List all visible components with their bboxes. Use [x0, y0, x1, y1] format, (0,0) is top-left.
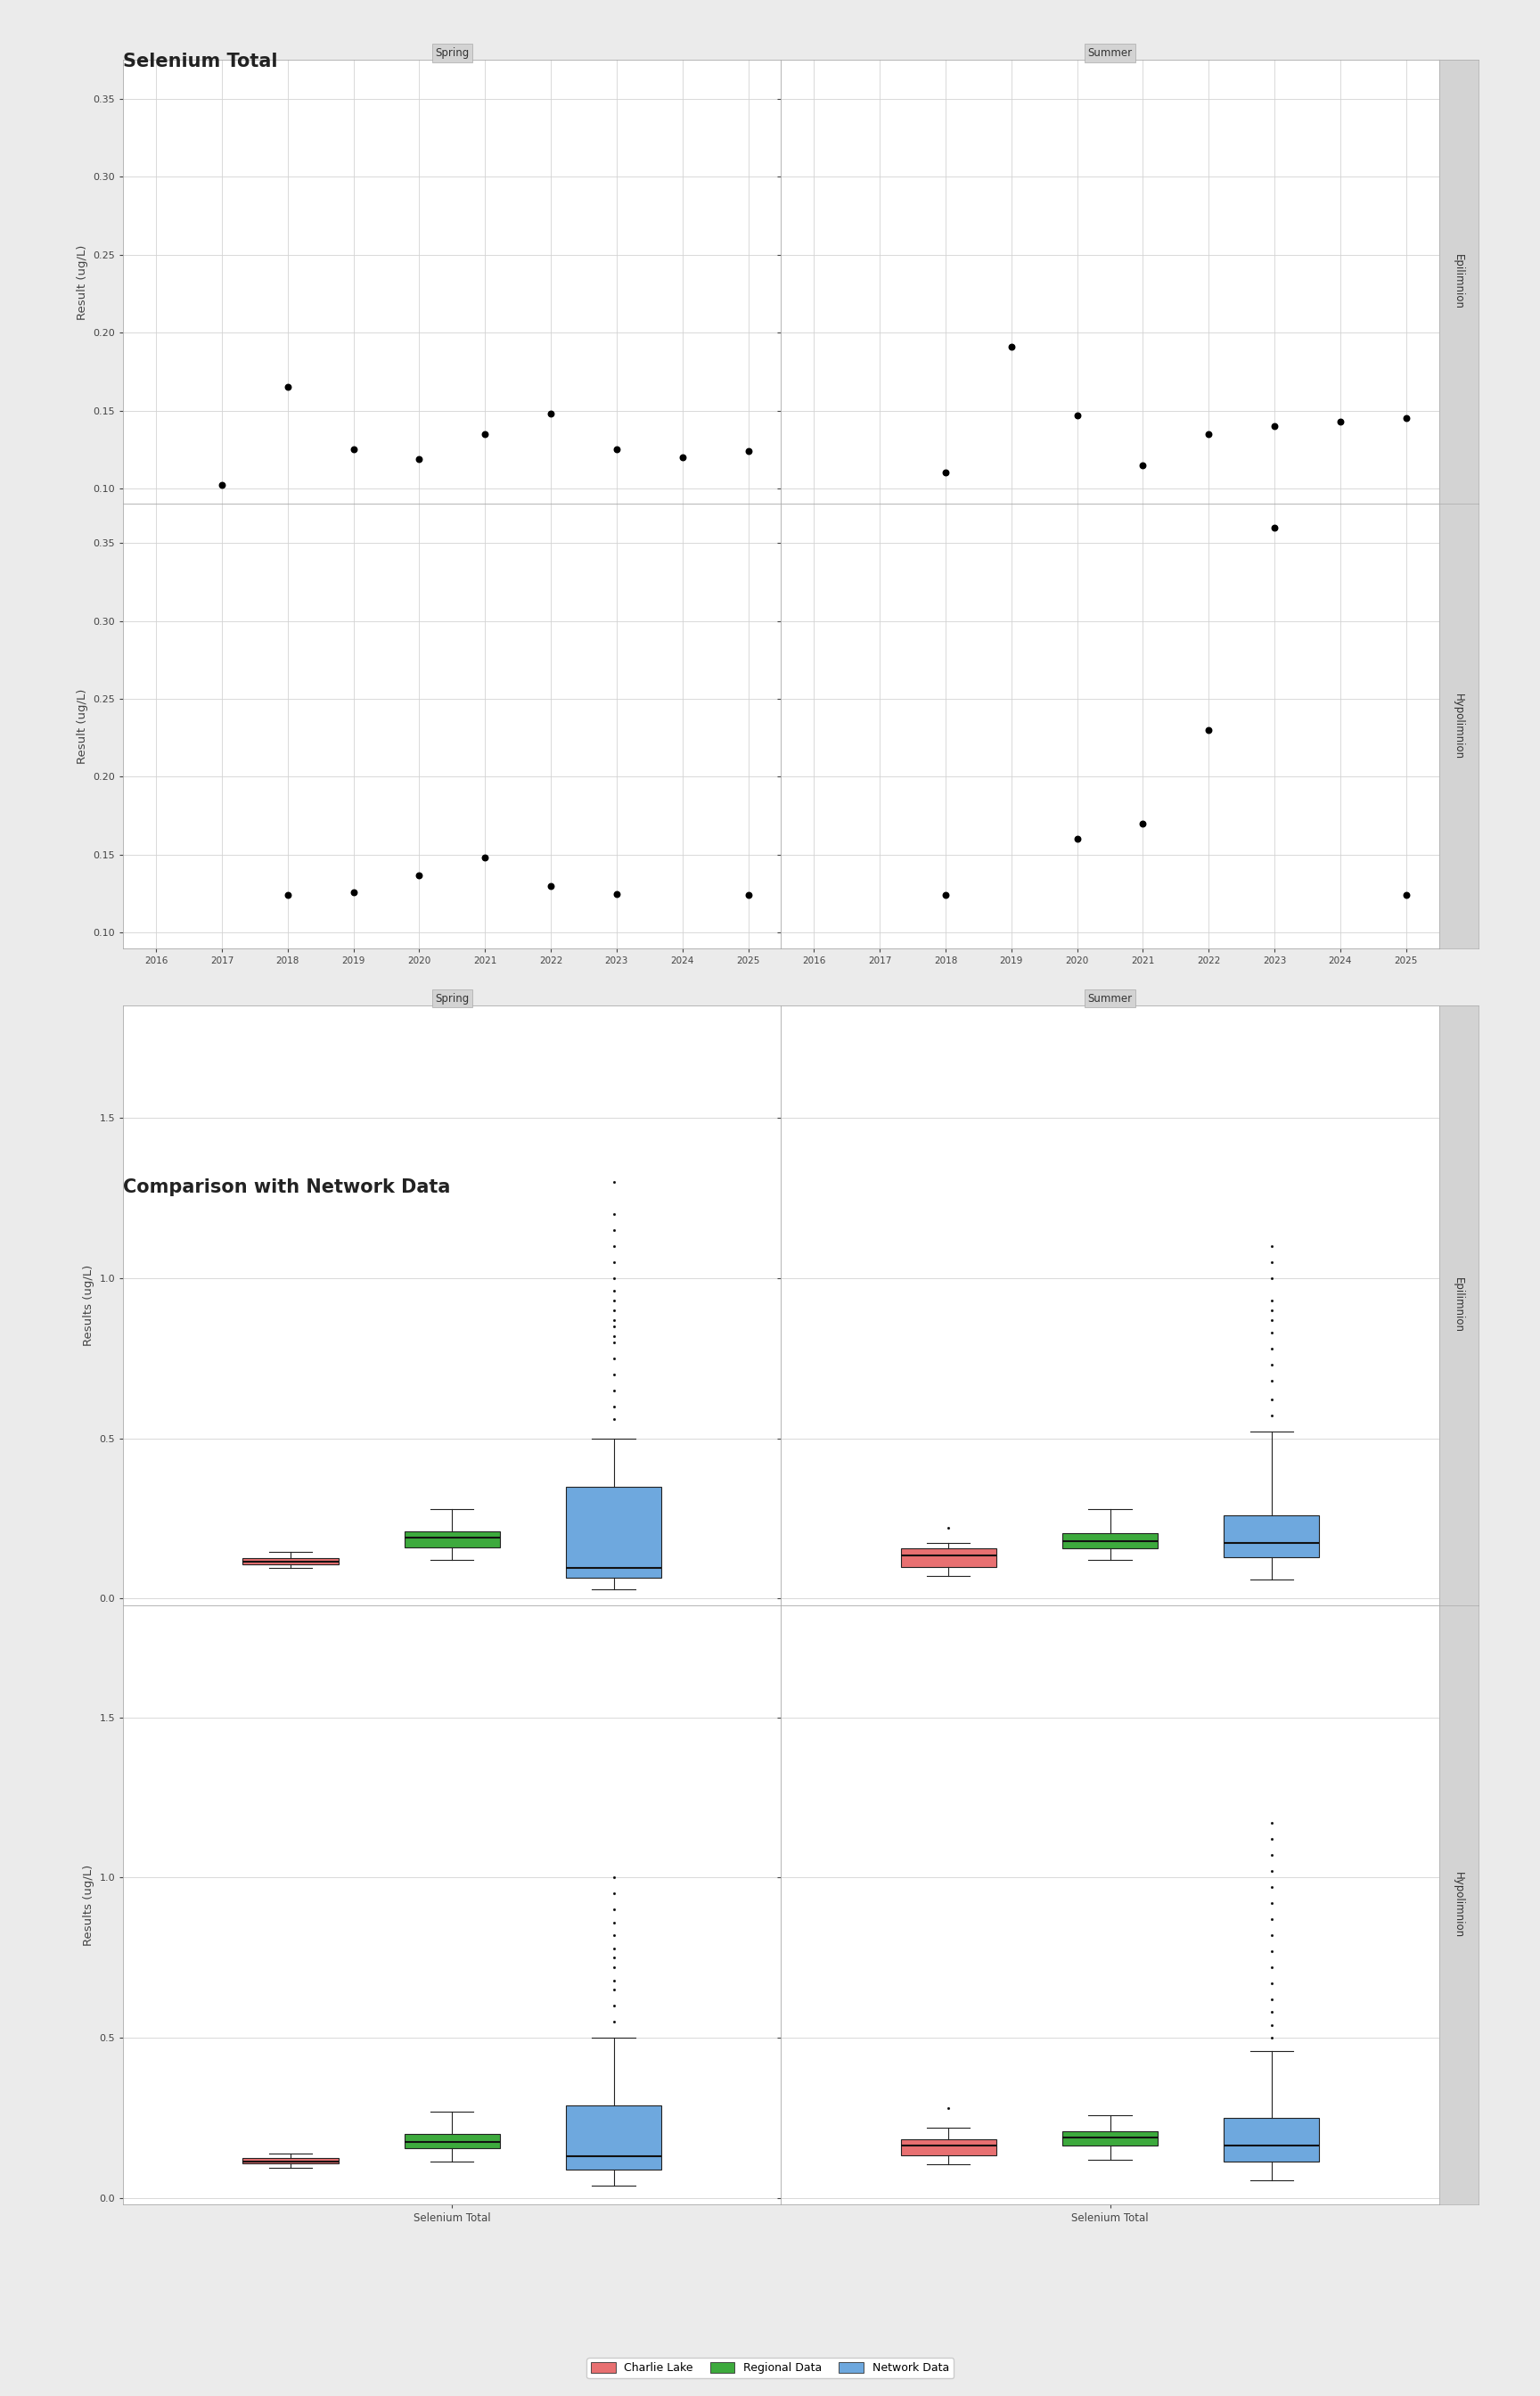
Y-axis label: Results (ug/L): Results (ug/L) [83, 1265, 94, 1347]
Point [342, 872, 367, 910]
Y-axis label: Hypolimnion: Hypolimnion [1443, 692, 1455, 760]
Point [604, 431, 628, 470]
Title: Spring: Spring [436, 48, 470, 60]
Point [539, 395, 564, 434]
Bar [243, 2159, 339, 2164]
Point [342, 431, 367, 470]
Text: Hypolimnion: Hypolimnion [1452, 692, 1465, 760]
Point [276, 369, 300, 407]
Point [1130, 446, 1155, 484]
Bar [405, 2135, 501, 2149]
Bar [1224, 1514, 1320, 1557]
Point [999, 328, 1024, 367]
Point [539, 867, 564, 906]
Text: Selenium Total: Selenium Total [123, 53, 277, 69]
Point [473, 839, 497, 877]
Point [407, 441, 431, 479]
Point [1130, 805, 1155, 843]
Point [933, 453, 958, 491]
Title: Summer: Summer [1087, 992, 1132, 1004]
Point [933, 877, 958, 915]
Point [1394, 877, 1418, 915]
Bar [1063, 1533, 1158, 1548]
Text: Hypolimnion: Hypolimnion [1452, 1871, 1465, 1938]
Bar [1063, 2130, 1158, 2147]
Title: Spring: Spring [436, 992, 470, 1004]
Point [276, 877, 300, 915]
Point [1263, 508, 1287, 546]
Title: Summer: Summer [1087, 48, 1132, 60]
Point [1197, 712, 1221, 750]
Y-axis label: Epilimnion: Epilimnion [1443, 254, 1455, 309]
Point [1064, 395, 1089, 434]
Bar [243, 1557, 339, 1565]
Point [1263, 407, 1287, 446]
Point [407, 855, 431, 894]
Point [1197, 415, 1221, 453]
Point [736, 431, 761, 470]
Bar [405, 1531, 501, 1548]
Point [473, 415, 497, 453]
Y-axis label: Result (ug/L): Result (ug/L) [77, 688, 88, 764]
Point [604, 875, 628, 913]
Bar [901, 1548, 996, 1567]
Text: Epilimnion: Epilimnion [1452, 254, 1465, 309]
Text: Epilimnion: Epilimnion [1452, 1277, 1465, 1332]
Point [209, 467, 234, 506]
Point [670, 438, 695, 477]
Text: Comparison with Network Data: Comparison with Network Data [123, 1179, 451, 1196]
Point [1394, 400, 1418, 438]
Legend: Charlie Lake, Regional Data, Network Data: Charlie Lake, Regional Data, Network Dat… [587, 2358, 953, 2379]
Bar [565, 1486, 662, 1579]
Point [1327, 403, 1352, 441]
Y-axis label: Results (ug/L): Results (ug/L) [83, 1864, 94, 1946]
Bar [565, 2106, 662, 2168]
Bar [1224, 2118, 1320, 2161]
Point [1064, 819, 1089, 858]
Bar [901, 2140, 996, 2154]
Point [736, 877, 761, 915]
Y-axis label: Result (ug/L): Result (ug/L) [77, 244, 88, 319]
